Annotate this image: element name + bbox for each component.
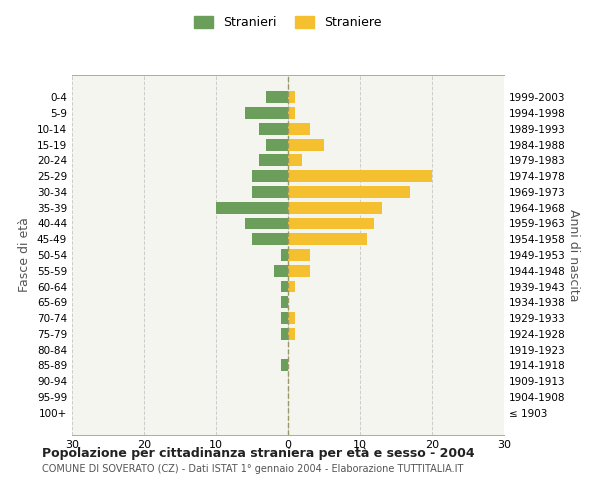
Legend: Stranieri, Straniere: Stranieri, Straniere	[190, 11, 386, 34]
Bar	[266, 138, 288, 150]
Bar	[288, 218, 374, 230]
Bar	[281, 280, 288, 292]
Bar	[288, 92, 295, 103]
Bar	[252, 234, 288, 245]
Bar	[252, 170, 288, 182]
Bar	[288, 202, 382, 213]
Bar	[281, 249, 288, 261]
Bar	[288, 312, 295, 324]
Text: Popolazione per cittadinanza straniera per età e sesso - 2004: Popolazione per cittadinanza straniera p…	[42, 448, 475, 460]
Bar	[281, 296, 288, 308]
Bar	[245, 218, 288, 230]
Bar	[288, 107, 295, 119]
Bar	[288, 123, 310, 134]
Bar	[245, 107, 288, 119]
Bar	[288, 328, 295, 340]
Text: COMUNE DI SOVERATO (CZ) - Dati ISTAT 1° gennaio 2004 - Elaborazione TUTTITALIA.I: COMUNE DI SOVERATO (CZ) - Dati ISTAT 1° …	[42, 464, 463, 474]
Bar	[266, 92, 288, 103]
Bar	[288, 186, 410, 198]
Bar	[288, 234, 367, 245]
Bar	[259, 123, 288, 134]
Bar	[281, 312, 288, 324]
Bar	[288, 265, 310, 276]
Bar	[281, 328, 288, 340]
Bar	[274, 265, 288, 276]
Bar	[259, 154, 288, 166]
Bar	[281, 360, 288, 372]
Bar	[288, 249, 310, 261]
Bar	[252, 186, 288, 198]
Bar	[288, 170, 432, 182]
Bar	[288, 138, 324, 150]
Y-axis label: Anni di nascita: Anni di nascita	[566, 209, 580, 301]
Bar	[216, 202, 288, 213]
Y-axis label: Fasce di età: Fasce di età	[19, 218, 31, 292]
Bar	[288, 154, 302, 166]
Bar	[288, 280, 295, 292]
